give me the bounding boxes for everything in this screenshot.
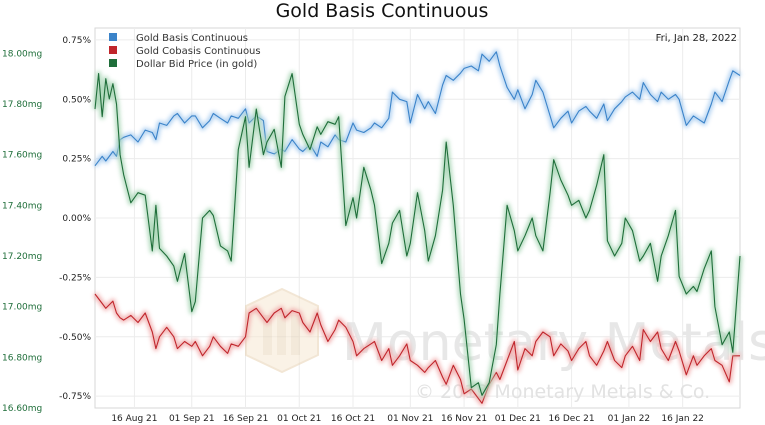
x-axis-tick-label: 01 Sep 21	[169, 414, 215, 424]
x-axis-tick-label: 01 Oct 21	[277, 414, 321, 424]
grid-lines	[95, 28, 740, 408]
date-label: Fri, Jan 28, 2022	[656, 33, 737, 44]
right-axis-tick-label: 0.00%	[62, 214, 91, 224]
x-axis-tick-label: 16 Oct 21	[331, 414, 375, 424]
x-axis-tick-label: 16 Dec 21	[549, 414, 595, 424]
right-axis-tick-label: 0.50%	[62, 95, 91, 105]
left-axis-tick-label: 17.40mg	[2, 201, 42, 211]
left-axis-tick-label: 18.00mg	[2, 49, 42, 59]
right-axis-tick-label: -0.50%	[59, 333, 91, 343]
right-axis-tick-label: -0.25%	[59, 273, 91, 283]
dollar-bid-price-legend-swatch	[109, 59, 117, 67]
x-axis-tick-label: 16 Jan 22	[661, 414, 704, 424]
right-axis-tick-label: -0.75%	[59, 392, 91, 402]
left-axis-tick-label: 16.60mg	[2, 404, 42, 414]
x-axis-tick-label: 01 Dec 21	[495, 414, 541, 424]
dollar-bid-price-line	[94, 73, 741, 396]
x-axis-tick-label: 16 Aug 21	[111, 414, 157, 424]
series-layer	[92, 49, 743, 406]
left-axis-ticks: 16.60mg 16.80mg 17.00mg 17.20mg 17.40mg 17.60…	[2, 49, 42, 414]
x-axis-tick-label: 16 Nov 21	[441, 414, 487, 424]
right-axis-tick-label: 0.25%	[62, 155, 91, 165]
left-axis-tick-label: 17.00mg	[2, 303, 42, 313]
x-axis-ticks: 16 Aug 21 01 Sep 21 16 Sep 21 01 Oct 21 16 O…	[111, 414, 704, 424]
left-axis-tick-label: 17.20mg	[2, 252, 42, 262]
gold-cobasis-line	[94, 293, 740, 404]
gold-cobasis-legend-swatch	[109, 46, 117, 54]
gold-basis-legend-swatch	[109, 33, 117, 41]
right-axis-tick-label: 0.75%	[62, 36, 91, 46]
legend: Gold Basis Continuous Gold Cobasis Contin…	[109, 33, 261, 70]
chart-title: Gold Basis Continuous	[276, 0, 489, 22]
left-axis-tick-label: 17.80mg	[2, 100, 42, 110]
gold-basis-legend-label: Gold Basis Continuous	[136, 33, 248, 44]
gold-cobasis-legend-label: Gold Cobasis Continuous	[136, 46, 261, 57]
watermark-logo	[245, 287, 319, 374]
dollar-bid-price-legend-label: Dollar Bid Price (in gold)	[136, 59, 257, 70]
x-axis-tick-label: 01 Nov 21	[387, 414, 433, 424]
x-axis-tick-label: 16 Sep 21	[223, 414, 269, 424]
left-axis-tick-label: 16.80mg	[2, 353, 42, 363]
right-axis-ticks: -0.75% -0.50% -0.25% 0.00% 0.25% 0.50% 0.75%	[59, 36, 91, 402]
left-axis-tick-label: 17.60mg	[2, 151, 42, 161]
x-axis-tick-label: 01 Jan 22	[608, 414, 651, 424]
gold-basis-line	[94, 51, 741, 167]
